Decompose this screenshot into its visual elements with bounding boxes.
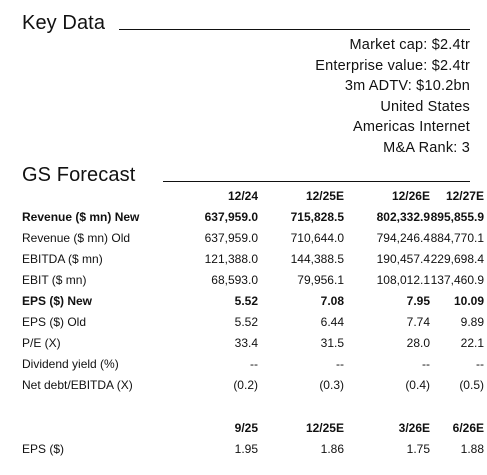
forecast-header: GS Forecast	[22, 164, 470, 186]
table-cell: --	[336, 356, 344, 371]
column-header: 12/24	[227, 188, 258, 203]
forecast-title: GS Forecast	[22, 164, 136, 186]
row-label: EPS ($) Old	[22, 314, 87, 329]
table-cell: 895,855.9	[430, 209, 484, 224]
table-cell: 79,956.1	[297, 272, 344, 287]
table-cell: 108,012.1	[376, 272, 430, 287]
row-label: Revenue ($ mn) Old	[22, 230, 131, 245]
key-data-header: Key Data	[22, 12, 470, 34]
column-header: 12/25E	[305, 188, 344, 203]
table-cell: 229,698.4	[430, 251, 484, 266]
column-header: 6/26E	[452, 420, 484, 435]
forecast-table: 12/24 12/25E 12/26E 12/27E Revenue ($ mn…	[22, 185, 484, 395]
table-cell: (0.5)	[459, 377, 484, 392]
table-cell: 710,644.0	[290, 230, 344, 245]
header-spacer	[22, 417, 190, 438]
table-cell: 7.08	[320, 293, 344, 308]
table-cell: 1.75	[406, 441, 430, 456]
ma-rank: M&A Rank: 3	[383, 139, 470, 156]
table-cell: 637,959.0	[204, 230, 258, 245]
table-row: EPS ($) 1.95 1.86 1.75 1.88	[22, 438, 484, 459]
table-cell: --	[250, 356, 258, 371]
column-header: 12/25E	[305, 420, 344, 435]
table-cell: 1.88	[460, 441, 484, 456]
table-cell: 5.52	[234, 314, 258, 329]
table-cell: 884,770.1	[430, 230, 484, 245]
forecast-rule	[163, 181, 470, 182]
industry: Americas Internet	[352, 119, 470, 136]
table-cell: 33.4	[234, 335, 258, 350]
table-cell: 1.86	[320, 441, 344, 456]
table-cell: 137,460.9	[430, 272, 484, 287]
column-header: 12/26E	[391, 188, 430, 203]
table-cell: 121,388.0	[204, 251, 258, 266]
table-row: Revenue ($ mn) Old 637,959.0 710,644.0 794,…	[22, 227, 484, 248]
table-cell: 7.74	[406, 314, 430, 329]
table-cell: --	[476, 356, 484, 371]
table-row: Net debt/EBITDA (X) (0.2) (0.3) (0.4) (0.5)	[22, 374, 484, 395]
row-label: P/E (X)	[22, 335, 61, 350]
table-row: EPS ($) Old 5.52 6.44 7.74 9.89	[22, 311, 484, 332]
row-label: Revenue ($ mn) New	[22, 209, 140, 224]
table-cell: 28.0	[406, 335, 430, 350]
table-cell: 22.1	[460, 335, 484, 350]
row-label: EPS ($)	[22, 441, 65, 456]
table-cell: 5.52	[234, 293, 258, 308]
market-cap: Market cap: $2.4tr	[349, 37, 470, 53]
table-row: P/E (X) 33.4 31.5 28.0 22.1	[22, 332, 484, 353]
table-cell: 1.95	[234, 441, 258, 456]
forecast-header-row: 12/24 12/25E 12/26E 12/27E	[22, 185, 484, 206]
table-cell: 6.44	[320, 314, 344, 329]
row-label: EBIT ($ mn)	[22, 272, 87, 287]
key-data-title: Key Data	[22, 12, 106, 34]
table-cell: 9.89	[460, 314, 484, 329]
table-cell: 190,457.4	[376, 251, 430, 266]
table-cell: (0.2)	[233, 377, 258, 392]
quarterly-header-row: 9/25 12/25E 3/26E 6/26E	[22, 417, 484, 438]
table-cell: 715,828.5	[290, 209, 344, 224]
table-row: EBITDA ($ mn) 121,388.0 144,388.5 190,457.4…	[22, 248, 484, 269]
table-cell: 31.5	[320, 335, 344, 350]
table-row: EPS ($) New 5.52 7.08 7.95 10.09	[22, 290, 484, 311]
quarterly-eps-table: 9/25 12/25E 3/26E 6/26E EPS ($) 1.95 1.86 1…	[22, 417, 484, 459]
table-cell: 10.09	[453, 293, 484, 308]
table-cell: --	[422, 356, 430, 371]
column-header: 3/26E	[398, 420, 430, 435]
table-row: Revenue ($ mn) New 637,959.0 715,828.5 802,…	[22, 206, 484, 227]
enterprise-value: Enterprise value: $2.4tr	[315, 57, 470, 74]
table-cell: 794,246.4	[376, 230, 430, 245]
table-cell: 802,332.9	[376, 209, 430, 224]
table-cell: 68,593.0	[211, 272, 258, 287]
table-cell: (0.4)	[405, 377, 430, 392]
column-header: 9/25	[234, 420, 258, 435]
header-spacer	[22, 185, 190, 206]
column-header: 12/27E	[445, 188, 484, 203]
row-label: EPS ($) New	[22, 293, 93, 308]
table-row: Dividend yield (%) -- -- -- --	[22, 353, 484, 374]
table-cell: 7.95	[406, 293, 430, 308]
row-label: EBITDA ($ mn)	[22, 251, 103, 266]
row-label: Net debt/EBITDA (X)	[22, 377, 133, 392]
row-label: Dividend yield (%)	[22, 356, 119, 371]
key-data-rule	[119, 29, 470, 30]
key-data-list: Market cap: $2.4tr Enterprise value: $2.…	[315, 35, 470, 159]
table-cell: 637,959.0	[204, 209, 258, 224]
country: United States	[380, 98, 470, 115]
table-cell: 144,388.5	[290, 251, 344, 266]
table-row: EBIT ($ mn) 68,593.0 79,956.1 108,012.1 137,…	[22, 269, 484, 290]
adtv: 3m ADTV: $10.2bn	[344, 78, 470, 95]
table-cell: (0.3)	[319, 377, 344, 392]
